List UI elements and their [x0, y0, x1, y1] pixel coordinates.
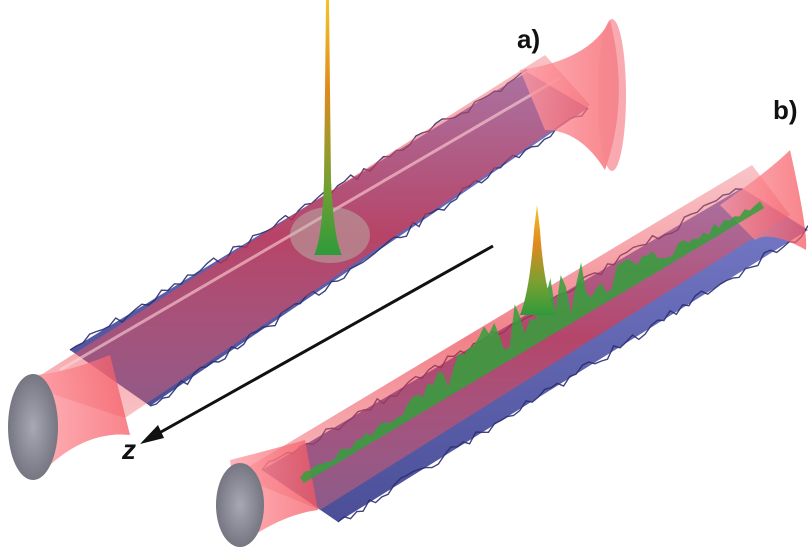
panel-b-label: b): [773, 95, 798, 125]
z-axis-label: z: [122, 434, 136, 465]
spread-profile-b: [300, 201, 764, 483]
panel-a: [8, 0, 626, 480]
beam-cap-near-b: [216, 463, 264, 547]
beam-cap-far-a: [598, 19, 626, 171]
peak-a: [314, 0, 342, 255]
beam-tube-a: [25, 55, 590, 418]
peak-b: [520, 205, 556, 315]
beam-highlight-a: [59, 76, 561, 372]
panel-a-label: a): [517, 24, 541, 54]
panel-b: [216, 150, 808, 547]
surface-edge-a2: [149, 107, 589, 407]
z-axis-arrow: [140, 244, 494, 444]
beam-cap-near-a: [8, 374, 58, 480]
beam-end-far-b: [720, 150, 807, 250]
beam-end-far-a: [520, 20, 619, 170]
surface-edge-b2: [337, 225, 808, 523]
